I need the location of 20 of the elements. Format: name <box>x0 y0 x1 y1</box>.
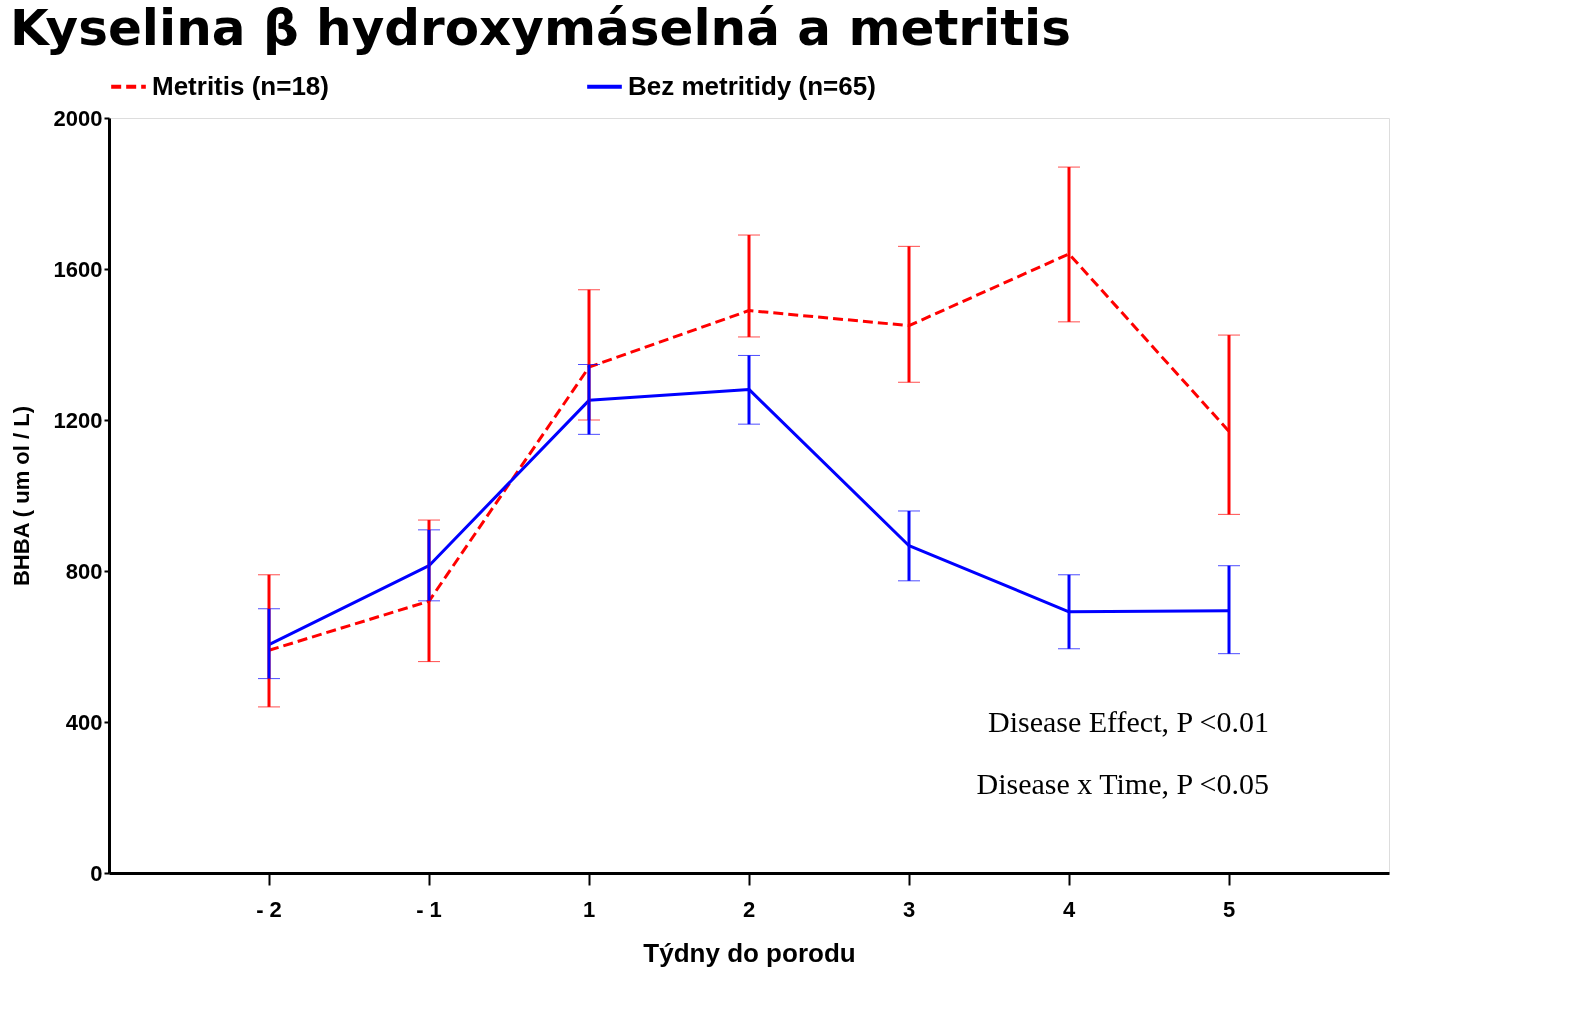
y-tick-label: 1200 <box>53 407 103 433</box>
x-tick-label: 2 <box>742 896 756 922</box>
legend-label: Metritis (n=18) <box>152 70 329 101</box>
x-tick-label: 4 <box>1062 896 1076 922</box>
y-tick-label: 400 <box>65 709 103 735</box>
y-tick-label: 1600 <box>53 256 103 282</box>
annotation: Disease x Time, P <0.05 <box>976 767 1269 800</box>
y-tick-label: 0 <box>90 860 103 886</box>
x-tick-label: - 2 <box>256 896 282 922</box>
x-tick-label: 5 <box>1222 896 1236 922</box>
x-axis-title: Týdny do porodu <box>643 937 856 968</box>
y-tick-label: 2000 <box>53 105 103 131</box>
y-axis-title: BHBA ( um ol / L) <box>8 405 34 587</box>
x-tick-label: - 1 <box>416 896 442 922</box>
x-tick-label: 1 <box>582 896 596 922</box>
legend-label: Bez metritidy (n=65) <box>628 70 876 101</box>
x-tick-label: 3 <box>902 896 916 922</box>
y-tick-label: 800 <box>65 558 103 584</box>
chart-title: Kyselina β hydroxymáselná a metritis <box>10 0 1071 57</box>
annotation: Disease Effect, P <0.01 <box>987 705 1269 738</box>
